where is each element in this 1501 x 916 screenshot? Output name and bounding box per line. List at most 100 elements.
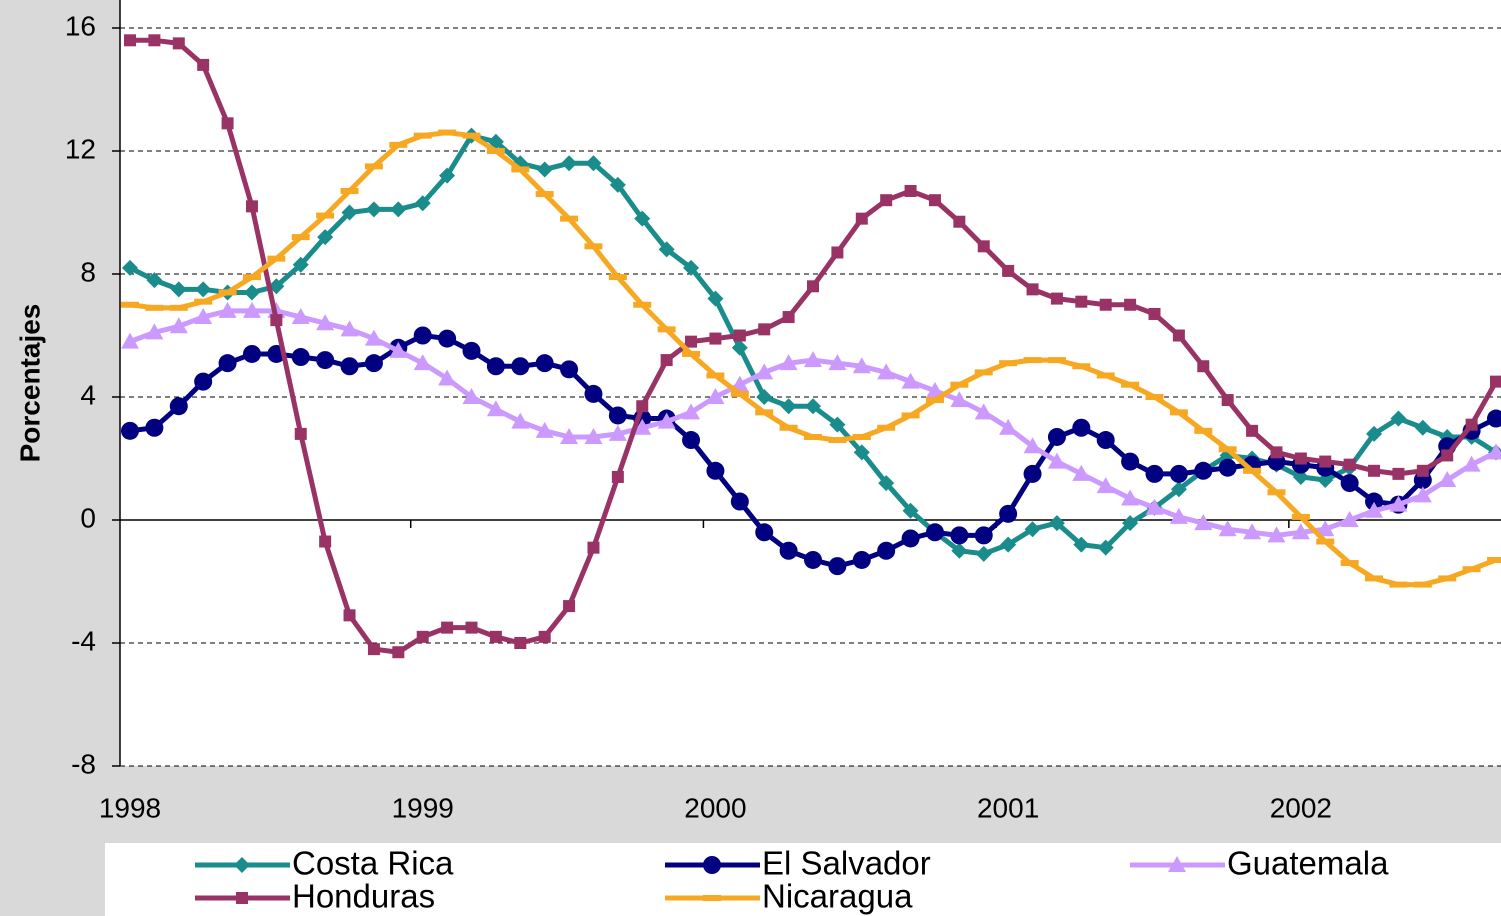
marker [925,381,944,398]
marker [585,155,602,172]
marker [1148,307,1161,320]
y-tick-label: 8 [80,256,96,287]
marker [1416,464,1429,477]
marker [1075,295,1088,308]
series [124,34,1501,659]
marker [1047,452,1066,469]
marker [194,308,213,325]
marker [243,284,260,301]
marker [999,418,1018,435]
marker [560,360,579,379]
marker [1487,409,1501,428]
marker [950,526,969,545]
marker [1072,363,1091,370]
marker [364,329,383,346]
marker [1414,419,1431,436]
marker [462,341,481,360]
marker [584,243,603,250]
marker [367,643,380,656]
marker [413,132,432,139]
marker [462,132,481,139]
series [121,129,1501,588]
marker [1169,464,1188,483]
marker [1317,472,1334,489]
series [121,301,1501,543]
marker [587,541,600,554]
marker [611,470,624,483]
marker [236,892,248,904]
marker [560,215,579,222]
marker [1145,464,1164,483]
marker [364,354,383,373]
marker [584,384,603,403]
marker [169,397,188,416]
marker [683,259,700,276]
marker [1340,474,1359,493]
marker [486,400,505,417]
marker [1121,489,1140,506]
marker [1218,458,1237,477]
marker [1368,464,1381,477]
marker [1168,856,1186,872]
marker [1172,329,1185,342]
marker [755,409,774,416]
marker [439,167,456,184]
marker [462,388,481,404]
marker [486,357,505,376]
marker [608,406,627,425]
marker [218,301,237,318]
marker [121,332,139,349]
marker [234,857,250,873]
marker [1096,477,1115,494]
marker [804,433,822,440]
marker [878,475,895,492]
marker [291,348,310,367]
marker [1170,481,1187,498]
marker [294,427,307,440]
marker [706,372,725,379]
marker [782,311,795,324]
marker [828,557,847,576]
marker [584,427,603,444]
marker [902,502,919,519]
marker [292,256,309,273]
marker [706,461,725,480]
marker [319,535,332,548]
marker [1319,455,1332,468]
marker [197,58,210,71]
x-tick-label: 1998 [99,792,161,823]
marker [1194,514,1213,531]
marker [1145,394,1164,400]
marker [1365,492,1384,511]
marker [904,184,917,197]
marker [1292,468,1309,485]
marker [1122,515,1139,532]
marker [122,259,138,276]
marker [145,418,164,437]
legend-label: Honduras [292,878,435,915]
marker [755,523,774,542]
marker [172,37,185,50]
marker [438,329,457,348]
marker [413,326,432,345]
marker [755,363,774,380]
marker [1000,536,1017,553]
marker [1121,452,1140,471]
y-tick-label: 16 [65,10,96,41]
marker [657,412,676,429]
marker [1243,467,1262,474]
marker [340,187,359,194]
marker [807,280,819,293]
marker [169,317,188,334]
legend-label: Costa Rica [292,845,454,882]
marker [218,354,237,373]
marker [1267,526,1286,543]
marker [1490,375,1501,388]
marker [413,354,432,371]
series [122,127,1501,562]
marker [633,301,652,308]
marker [1145,498,1164,515]
marker [1340,560,1359,567]
marker [316,351,335,370]
marker [145,304,164,311]
